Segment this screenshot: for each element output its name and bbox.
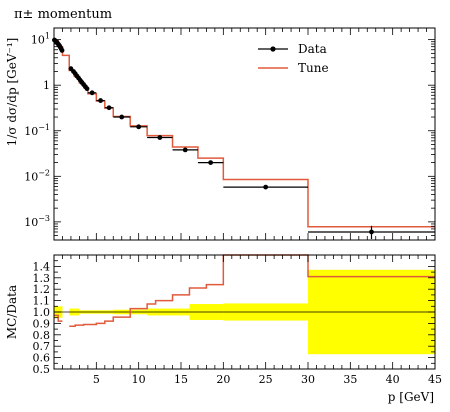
ratio-y-tick-label: 1.4 [33, 260, 51, 273]
x-tick-label: 30 [301, 373, 315, 386]
data-point [172, 147, 198, 153]
legend-label-tune: Tune [298, 61, 329, 75]
main-plot-frame [53, 27, 436, 241]
data-point [96, 98, 105, 103]
legend: Data Tune [258, 42, 329, 75]
ratio-y-tick-label: 0.5 [33, 363, 51, 376]
legend-data-marker [270, 46, 276, 52]
main-y-tick-label: 101 [31, 32, 50, 47]
data-point-marker [84, 86, 90, 92]
main-y-axis-label: 1/σ dσ/dp [GeV⁻¹] [5, 38, 19, 147]
data-point [104, 105, 114, 111]
main-y-tick-label: 10−2 [24, 168, 50, 183]
data-point [84, 86, 90, 92]
data-point [87, 90, 97, 96]
x-tick-label: 35 [343, 373, 357, 386]
x-tick-label: 5 [93, 373, 100, 386]
data-point-marker [182, 147, 188, 153]
data-point [147, 135, 173, 140]
chart-title: π± momentum [14, 7, 112, 22]
data-point [197, 160, 224, 165]
ratio-y-tick-label: 1.1 [33, 295, 51, 308]
main-y-tick-label: 1 [43, 79, 50, 92]
ratio-y-tick-label: 1.0 [33, 306, 51, 319]
x-tick-label: 25 [259, 373, 273, 386]
data-point-marker [263, 184, 269, 190]
data-point [223, 184, 308, 190]
data-point [308, 225, 435, 240]
data-point-marker [157, 135, 163, 140]
ratio-plot: 0.50.60.70.80.91.01.11.21.31.4 5 10 15 20 25 3… [33, 254, 442, 386]
main-y-tick-label: 10−1 [24, 123, 50, 138]
data-point-marker [369, 229, 374, 235]
ratio-y-tick-label: 1.3 [33, 272, 51, 285]
x-axis-label: p [GeV] [388, 390, 434, 404]
tune-histogram [54, 39, 435, 228]
data-point-marker [119, 114, 125, 120]
data-point [59, 48, 65, 53]
ratio-y-axis-label: MC/Data [5, 285, 19, 339]
x-tick-label: 15 [174, 373, 188, 386]
data-point [113, 114, 131, 120]
data-point-marker [98, 98, 103, 103]
x-tick-label: 10 [132, 373, 146, 386]
main-plot: 101 1 10−1 10−2 10−3 [24, 27, 436, 241]
ratio-tune-line [54, 254, 435, 327]
data-point-marker [136, 124, 142, 130]
legend-label-data: Data [298, 42, 327, 56]
data-point-marker [89, 90, 95, 96]
data-point-marker [208, 160, 214, 165]
ratio-y-tick-label: 0.9 [33, 317, 51, 330]
ratio-y-tick-label: 0.8 [33, 329, 51, 342]
data-point-marker [106, 105, 112, 111]
x-tick-label: 45 [428, 373, 442, 386]
data-point-marker [59, 48, 65, 53]
main-y-tick-label: 10−3 [24, 214, 50, 229]
ratio-y-tick-label: 1.2 [33, 283, 51, 296]
x-tick-label: 40 [386, 373, 400, 386]
x-tick-label: 20 [216, 373, 230, 386]
legend-entry-tune: Tune [258, 61, 329, 75]
legend-entry-data: Data [258, 42, 327, 56]
data-point [130, 124, 148, 130]
ratio-y-tick-label: 0.7 [33, 340, 51, 353]
ratio-y-tick-label: 0.6 [33, 352, 51, 365]
